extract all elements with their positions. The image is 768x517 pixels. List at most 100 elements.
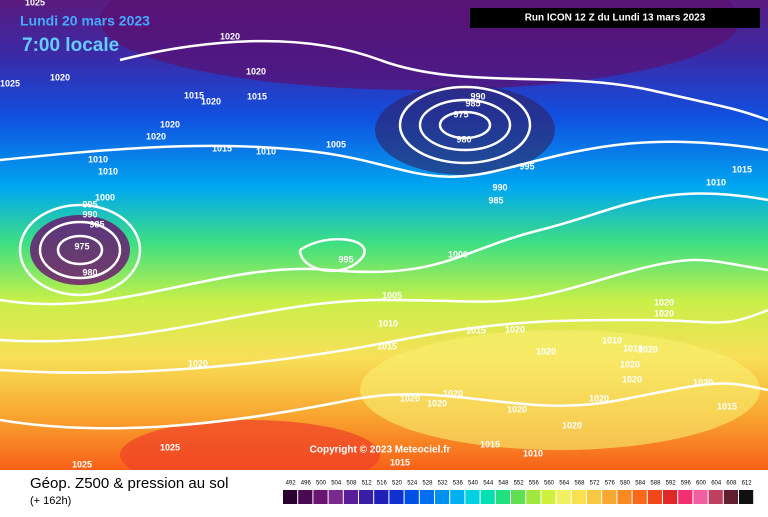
isobar-label: 1010 [88, 154, 108, 164]
legend-label: 568 [574, 481, 585, 487]
isobar-label: 985 [488, 195, 503, 205]
legend-swatch [480, 490, 495, 504]
isobar-label: 1015 [377, 341, 397, 351]
isobar-label: 1020 [146, 131, 166, 141]
legend-label: 528 [422, 481, 433, 487]
legend-label: 580 [620, 481, 631, 487]
legend-label: 612 [742, 481, 753, 487]
isobar-label: 1020 [443, 388, 463, 398]
legend-swatch [404, 490, 419, 504]
legend-swatch [298, 490, 313, 504]
isobar-label: 1020 [654, 308, 674, 318]
isobar-label: 975 [74, 241, 89, 251]
legend-swatch [283, 490, 298, 504]
isobar-label: 990 [82, 209, 97, 219]
legend-label: 564 [559, 481, 570, 487]
legend-label: 556 [529, 481, 540, 487]
isobar-label: 1020 [693, 377, 713, 387]
isobar-label: 1015 [390, 457, 410, 467]
isobar-label: 980 [82, 267, 97, 277]
isobar-label: 1000 [95, 192, 115, 202]
legend-swatch [526, 490, 541, 504]
isobar-label: 1020 [562, 420, 582, 430]
isobar-label: 1000 [448, 249, 468, 259]
legend-swatch [435, 490, 450, 504]
isobar-label: 1010 [706, 177, 726, 187]
isobar-label: 995 [338, 254, 353, 264]
isobar-label: 1010 [523, 448, 543, 458]
isobar-label: 1015 [480, 439, 500, 449]
legend-label: 524 [407, 481, 418, 487]
legend-label: 532 [438, 481, 449, 487]
legend-label: 492 [286, 481, 297, 487]
legend-swatch [632, 490, 647, 504]
isobar-label: 1005 [326, 139, 346, 149]
isobars [0, 39, 768, 430]
isobar-label: 985 [89, 219, 104, 229]
legend-swatch [419, 490, 434, 504]
footer-title: Géop. Z500 & pression au sol [30, 475, 228, 492]
isobar-label: 1025 [72, 459, 92, 469]
legend-swatch [389, 490, 404, 504]
legend-swatch [708, 490, 723, 504]
legend-swatch [739, 490, 754, 504]
isobar-label: 1010 [378, 318, 398, 328]
isobar-label: 1020 [654, 297, 674, 307]
isobar-label: 1015 [732, 164, 752, 174]
isobar-label: 1010 [98, 166, 118, 176]
isobar-label: 990 [492, 182, 507, 192]
forecast-time: 7:00 locale [22, 35, 119, 56]
legend-label: 600 [696, 481, 707, 487]
isobar-label: 985 [465, 98, 480, 108]
legend-swatch [374, 490, 389, 504]
legend-label: 500 [316, 481, 327, 487]
isobar-label: 1025 [25, 0, 45, 7]
legend-label: 544 [483, 481, 494, 487]
isobar-label: 1010 [602, 335, 622, 345]
legend-swatch [556, 490, 571, 504]
isobar-label: 1020 [50, 72, 70, 82]
legend-label: 536 [453, 481, 464, 487]
legend-swatch [678, 490, 693, 504]
legend-swatch [693, 490, 708, 504]
legend-label: 576 [605, 481, 616, 487]
legend-swatch [571, 490, 586, 504]
isobar-label: 1025 [160, 442, 180, 452]
isobar-label: 1020 [160, 119, 180, 129]
isobar-label: 990 [470, 91, 485, 101]
legend-label: 516 [377, 481, 388, 487]
legend-swatch [617, 490, 632, 504]
legend-label: 596 [681, 481, 692, 487]
isobar-label: 1020 [620, 359, 640, 369]
legend-swatch [663, 490, 678, 504]
legend-swatch [465, 490, 480, 504]
isobar-label: 1020 [220, 31, 240, 41]
legend-swatch [359, 490, 374, 504]
legend-label: 512 [362, 481, 373, 487]
legend-label: 592 [666, 481, 677, 487]
isobar-label: 1015 [466, 325, 486, 335]
isobar-label: 1005 [382, 290, 402, 300]
legend-swatch [647, 490, 662, 504]
legend-swatch [450, 490, 465, 504]
isobar-label: 1020 [589, 393, 609, 403]
isobar-label: 1010 [256, 146, 276, 156]
legend-swatch [313, 490, 328, 504]
legend-swatch [495, 490, 510, 504]
isobar-label: 1020 [427, 398, 447, 408]
isobar-label: 1020 [622, 374, 642, 384]
forecast-date: Lundi 20 mars 2023 [20, 13, 150, 29]
legend-label: 548 [498, 481, 509, 487]
copyright: Copyright © 2023 Meteociel.fr [310, 445, 451, 456]
isobar-label: 1020 [507, 404, 527, 414]
legend-label: 604 [711, 481, 722, 487]
legend-swatch [328, 490, 343, 504]
legend-label: 540 [468, 481, 479, 487]
footer-lead: (+ 162h) [30, 495, 71, 507]
legend-label: 560 [544, 481, 555, 487]
legend-label: 504 [331, 481, 342, 487]
legend-label: 520 [392, 481, 403, 487]
isobar-label: 1015 [184, 90, 204, 100]
isobar-label: 975 [453, 109, 468, 119]
